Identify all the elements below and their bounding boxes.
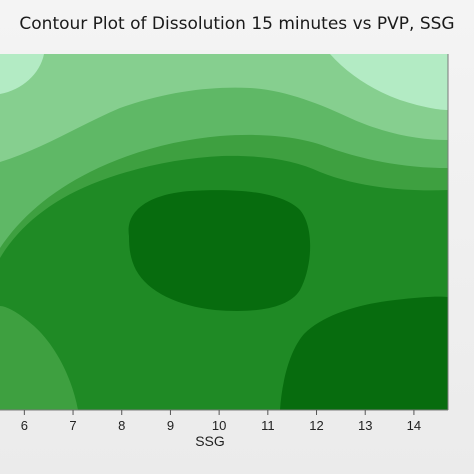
plot-area <box>0 54 448 410</box>
x-tick-label: 8 <box>118 418 125 433</box>
x-tick-label: 12 <box>309 418 323 433</box>
x-tick-label: 14 <box>407 418 421 433</box>
x-tick-label: 6 <box>21 418 28 433</box>
x-axis-label: SSG <box>195 433 225 449</box>
x-tick-label: 7 <box>69 418 76 433</box>
chart-title: Contour Plot of Dissolution 15 minutes v… <box>19 14 455 34</box>
x-tick-label: 13 <box>358 418 372 433</box>
x-tick-label: 11 <box>261 418 275 433</box>
x-tick-label: 10 <box>212 418 226 433</box>
contour-band-darkest <box>128 190 311 311</box>
x-tick-label: 9 <box>167 418 174 433</box>
contour-band-darkest <box>280 296 448 410</box>
